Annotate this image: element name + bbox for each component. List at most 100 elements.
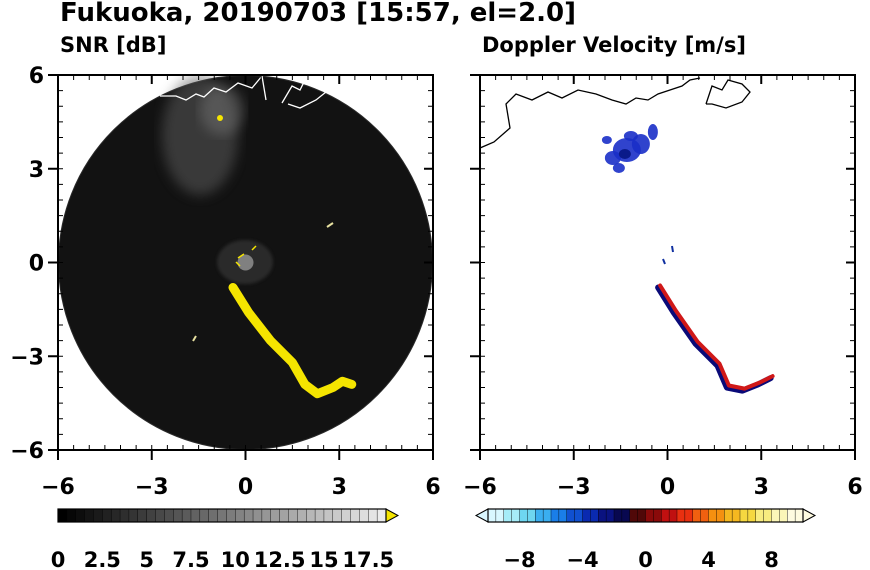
velocity-colorbar-segment [700, 508, 710, 523]
x-tick-label: 3 [754, 475, 769, 500]
velocity-colorbar-segment [511, 508, 521, 523]
velocity-colorbar-segment [731, 508, 741, 523]
velocity-colorbar-segment [708, 508, 717, 523]
velocity-colorbar-segment [535, 508, 544, 523]
axes: −6 −3 0 3 6 6 3 0 −3 −6 −6 −3 0 3 6 [10, 64, 862, 500]
velocity-colorbar-segment [724, 508, 733, 523]
snr-colorbar-segment [199, 508, 210, 523]
snr-colorbar-segment [66, 508, 77, 523]
snr-colorbar-segment [75, 508, 86, 523]
snr-colorbar-segment [297, 508, 307, 523]
x-tick-label: 6 [425, 475, 440, 500]
velocity-colorbar-segment [771, 508, 780, 523]
velocity-colorbar-segment [542, 508, 552, 523]
x-tick-label: −3 [557, 475, 591, 500]
snr-colorbar-segment [341, 508, 352, 523]
snr-colorbar-tick-label: 2.5 [84, 548, 121, 570]
velocity-isolated-echo [662, 245, 674, 265]
snr-colorbar-segment [332, 508, 343, 523]
snr-colorbar-segment [57, 508, 68, 523]
snr-isolated-echo [326, 222, 334, 228]
velocity-colorbar-frame [487, 508, 804, 523]
velocity-colorbar-tick-label: 0 [638, 548, 653, 570]
snr-colorbar-segment [314, 508, 325, 523]
snr-site-echo [235, 245, 257, 267]
velocity-echo-band-receding [658, 283, 775, 391]
snr-colorbar-tick-label: 0 [51, 548, 66, 570]
velocity-colorbar-segment [684, 508, 694, 523]
snr-colorbar-segment [226, 508, 236, 523]
velocity-colorbar-segment [779, 508, 788, 523]
snr-colorbar-tick-label: 10 [221, 548, 250, 570]
velocity-colorbar-segment [763, 508, 773, 523]
snr-colorbar-extend-arrow [385, 508, 400, 523]
velocity-background [480, 75, 855, 450]
velocity-colorbar-segment [495, 508, 505, 523]
velocity-colorbar-tick-label: −4 [566, 548, 598, 570]
velocity-cloud-blob [647, 124, 658, 140]
x-tick-label: 6 [847, 475, 862, 500]
colorbars: 0 2.5 5 7.5 10 12.5 15 17.5 −8 −4 0 4 8 [51, 508, 817, 570]
velocity-colorbar-segment [605, 508, 615, 523]
velocity-plot-area [480, 75, 855, 450]
velocity-colorbar-tick-label: −8 [503, 548, 535, 570]
velocity-panel-title: Doppler Velocity [m/s] [482, 33, 746, 57]
snr-colorbar-segment [155, 508, 165, 523]
velocity-colorbar-tick-label: 8 [764, 548, 779, 570]
velocity-cloud-blob [604, 151, 621, 165]
velocity-colorbar-segment [637, 508, 647, 523]
velocity-cloud-blob [618, 149, 631, 159]
velocity-colorbar-segment [645, 508, 654, 523]
velocity-colorbar-segment [613, 508, 623, 523]
velocity-colorbar-segment [629, 508, 639, 523]
velocity-colorbar-segment [668, 508, 678, 523]
radar-site-marker [237, 254, 254, 271]
snr-colorbar-segment [252, 508, 263, 523]
snr-cloud-hotspot [217, 115, 223, 121]
snr-colorbar-tick-label: 7.5 [172, 548, 209, 570]
x-tick-label: −6 [41, 475, 75, 500]
velocity-colorbar-segment [550, 508, 560, 523]
snr-plot-area [58, 75, 433, 450]
snr-colorbar-segment [235, 508, 245, 523]
snr-colorbar-segment [306, 508, 316, 523]
snr-colorbar-segment [323, 508, 334, 523]
snr-colorbar-segment [376, 508, 387, 523]
snr-isolated-echo [192, 335, 197, 342]
snr-colorbar-tick-label: 15 [309, 548, 338, 570]
snr-colorbar-tick-label: 12.5 [254, 548, 306, 570]
velocity-colorbar-segment [739, 508, 749, 523]
y-tick-label: 0 [29, 252, 44, 277]
velocity-colorbar-segment [527, 508, 536, 523]
snr-colorbar-frame [57, 508, 387, 523]
figure-title: Fukuoka, 20190703 [15:57, el=2.0] [60, 0, 577, 28]
velocity-colorbar-segment [755, 508, 765, 523]
snr-colorbar-segment [359, 508, 369, 523]
y-tick-label: 3 [29, 158, 44, 183]
velocity-colorbar-segment [598, 508, 607, 523]
velocity-colorbar-segment [503, 508, 513, 523]
velocity-cloud-blob [601, 136, 612, 144]
velocity-cloud-blob [612, 163, 625, 173]
snr-colorbar-segment [137, 508, 148, 523]
snr-colorbar-segment [279, 508, 289, 523]
y-tick-label: −6 [10, 439, 44, 464]
snr-colorbar-segment [164, 508, 174, 523]
snr-colorbar-segment [350, 508, 360, 523]
snr-panel-title: SNR [dB] [60, 33, 167, 57]
snr-colorbar-segment [288, 508, 298, 523]
snr-colorbar-segment [243, 508, 254, 523]
snr-colorbar-segment [110, 508, 121, 523]
snr-cloud-core [200, 85, 244, 135]
velocity-colorbar-extend-low [474, 508, 489, 523]
snr-colorbar-segment [368, 508, 378, 523]
snr-colorbar-segment [173, 508, 183, 523]
snr-colorbar-segment [128, 508, 139, 523]
snr-colorbar-segment [84, 508, 94, 523]
velocity-colorbar-segment [519, 508, 528, 523]
snr-colorbar-segment [190, 508, 201, 523]
snr-colorbar-tick-label: 5 [139, 548, 154, 570]
snr-colorbar-tick-label: 17.5 [342, 548, 394, 570]
velocity-colorbar-segment [676, 508, 686, 523]
